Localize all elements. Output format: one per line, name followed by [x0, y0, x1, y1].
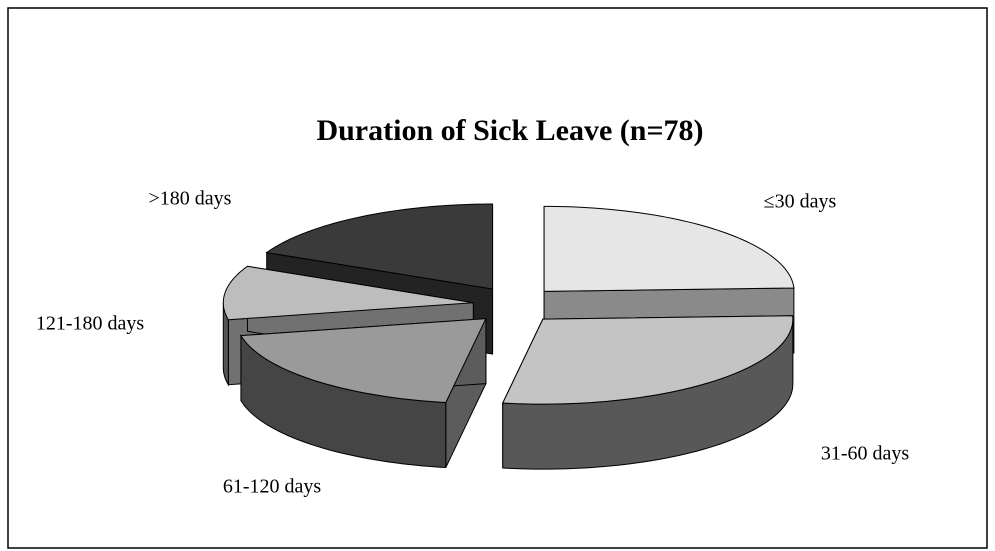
chart-title: Duration of Sick Leave (n=78)	[316, 114, 703, 147]
pie-slice	[240, 318, 487, 469]
slice-top	[265, 203, 494, 290]
slice-label: 31-60 days	[821, 443, 910, 465]
slice-top	[501, 315, 794, 405]
slice-label: ≤30 days	[764, 191, 837, 213]
slice-label: >180 days	[149, 188, 232, 210]
pie-slice	[501, 315, 794, 470]
slice-top	[222, 265, 474, 321]
slice-top	[240, 318, 487, 404]
chart-border	[7, 7, 988, 549]
slice-label: 61-120 days	[223, 476, 322, 498]
slice-label: 121-180 days	[36, 313, 145, 335]
slice-top	[543, 205, 795, 292]
